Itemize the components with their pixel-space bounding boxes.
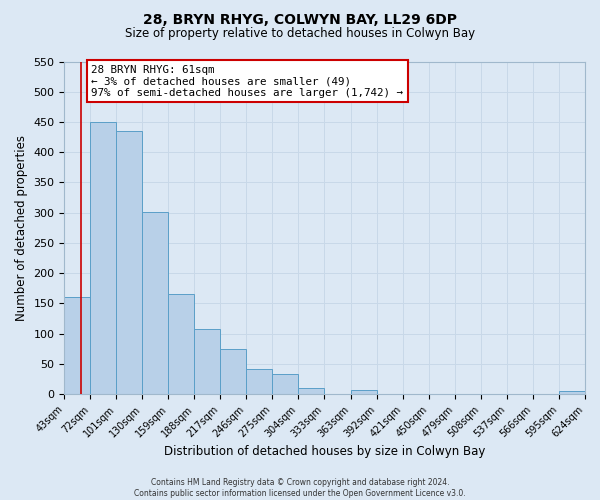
Bar: [246, 369, 272, 394]
Bar: [64, 298, 91, 394]
X-axis label: Distribution of detached houses by size in Colwyn Bay: Distribution of detached houses by size …: [164, 444, 485, 458]
Bar: [169, 294, 194, 394]
Bar: [559, 391, 585, 394]
Text: 28, BRYN RHYG, COLWYN BAY, LL29 6DP: 28, BRYN RHYG, COLWYN BAY, LL29 6DP: [143, 12, 457, 26]
Text: Contains HM Land Registry data © Crown copyright and database right 2024.
Contai: Contains HM Land Registry data © Crown c…: [134, 478, 466, 498]
Text: Size of property relative to detached houses in Colwyn Bay: Size of property relative to detached ho…: [125, 28, 475, 40]
Y-axis label: Number of detached properties: Number of detached properties: [15, 135, 28, 321]
Bar: [194, 330, 220, 394]
Bar: [116, 131, 142, 394]
Bar: [142, 212, 169, 394]
Text: 28 BRYN RHYG: 61sqm
← 3% of detached houses are smaller (49)
97% of semi-detache: 28 BRYN RHYG: 61sqm ← 3% of detached hou…: [91, 64, 403, 98]
Bar: [220, 350, 246, 394]
Bar: [351, 390, 377, 394]
Bar: [91, 122, 116, 394]
Bar: [298, 388, 324, 394]
Bar: [272, 374, 298, 394]
